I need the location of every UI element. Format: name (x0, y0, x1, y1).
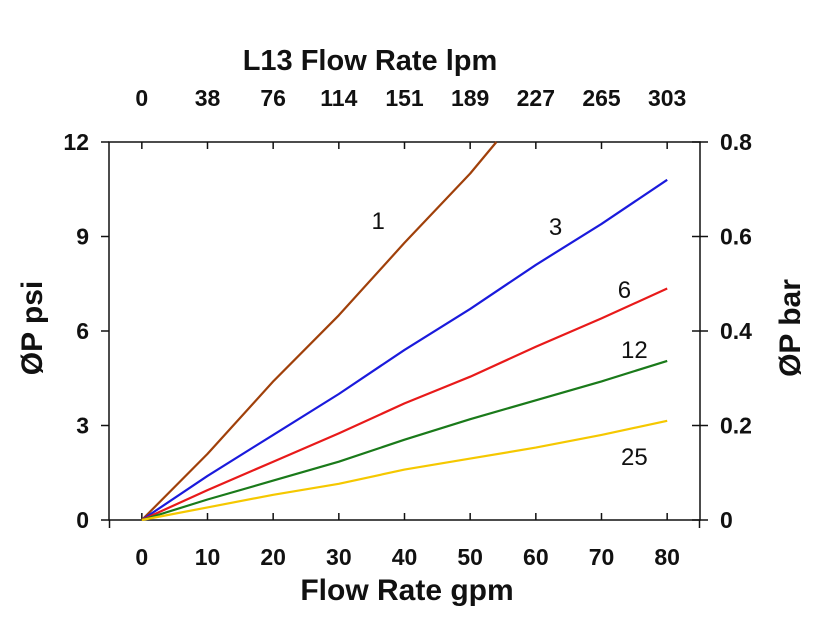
y-tick-label-right: 0.2 (720, 413, 752, 439)
series-label-25: 25 (621, 444, 648, 471)
top-tick-label: 76 (260, 85, 286, 111)
series-label-6: 6 (618, 277, 631, 304)
x-tick-label: 20 (260, 544, 286, 570)
y-tick-label-right: 0 (720, 507, 733, 533)
y-tick-label-left: 0 (76, 507, 89, 533)
x-tick-label: 30 (326, 544, 352, 570)
series-line-25 (141, 419, 668, 522)
x-tick-label: 40 (392, 544, 418, 570)
series-line-1 (141, 141, 498, 521)
top-tick-label: 189 (451, 85, 489, 111)
top-tick-label: 38 (195, 85, 221, 111)
y-tick-label-right: 0.6 (720, 224, 752, 250)
y-axis-title-right: ØP bar (774, 279, 807, 377)
top-tick-label: 151 (385, 85, 424, 111)
series-label-12: 12 (621, 337, 648, 364)
top-tick-label: 114 (320, 85, 357, 111)
top-tick-label: 265 (582, 85, 621, 111)
y-tick-label-left: 3 (76, 413, 89, 439)
y-tick-label-left: 6 (76, 318, 89, 344)
y-tick-label-left: 9 (76, 224, 89, 250)
top-tick-label: 227 (517, 85, 555, 111)
series-line-12 (141, 359, 668, 522)
x-tick-label: 60 (523, 544, 549, 570)
y-tick-label-right: 0.4 (720, 318, 752, 344)
y-tick-label-left: 12 (63, 129, 89, 155)
x-tick-label: 80 (654, 544, 680, 570)
ticks-layer (101, 141, 708, 528)
top-tick-label: 303 (648, 85, 686, 111)
top-tick-label: 0 (135, 85, 148, 111)
x-axis-title: Flow Rate gpm (300, 574, 513, 607)
x-tick-label: 0 (135, 544, 148, 570)
series-line-6 (141, 287, 668, 522)
y-tick-label-right: 0.8 (720, 129, 752, 155)
labels-layer: 0 10 20 30 40 50 60 70 800 38 76 114 151 189 227 265 303… (63, 85, 752, 570)
series-layer (141, 141, 668, 522)
chart-title: L13 Flow Rate lpm (243, 45, 498, 77)
series-line-3 (141, 178, 668, 521)
series-label-3: 3 (549, 214, 562, 241)
x-tick-label: 50 (457, 544, 483, 570)
x-tick-label: 10 (195, 544, 221, 570)
x-tick-label: 70 (589, 544, 615, 570)
series-label-1: 1 (372, 208, 385, 235)
y-axis-title-left: ØP psi (16, 281, 49, 375)
